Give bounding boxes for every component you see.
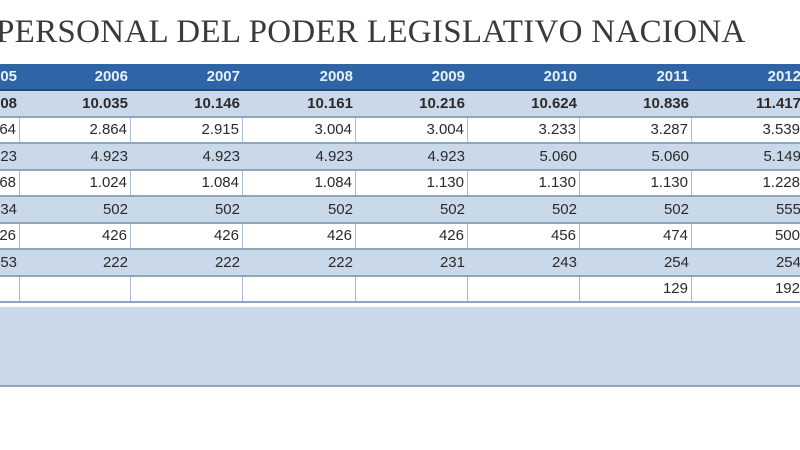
data-table: 05 2006 2007 2008 2009 2010 2011 2012 08 10.035 10…: [0, 64, 800, 303]
cell: 3.004: [356, 117, 468, 142]
cell: 2007: [206, 68, 240, 85]
cell: 426: [356, 223, 468, 248]
cell: 474: [580, 223, 692, 248]
cell: 2009: [431, 68, 465, 85]
table-row: 129 192: [0, 276, 800, 303]
cell: 500: [692, 224, 800, 249]
cell: 222: [327, 253, 353, 271]
cell: 10.161: [307, 94, 353, 112]
cell: 3.233: [468, 117, 580, 142]
cell: 502: [327, 200, 353, 218]
cell: 2011: [656, 68, 689, 85]
cell: 5.060: [539, 147, 577, 165]
cell-partial: 53: [0, 253, 17, 271]
cell: 555: [775, 200, 800, 218]
cell-partial: [0, 276, 20, 301]
cell: 426: [20, 223, 131, 248]
cell: 4.923: [202, 147, 240, 165]
cell: 502: [551, 200, 577, 218]
cell: [20, 276, 131, 301]
cell: 5.060: [651, 147, 689, 165]
cell: 1.130: [580, 170, 692, 195]
cell: [243, 276, 356, 301]
cell: 222: [214, 253, 240, 271]
cell: [356, 276, 468, 301]
table-row: 53 222 222 222 231 243 254 254: [0, 250, 800, 277]
cell: 426: [131, 223, 243, 248]
cell: 2012: [767, 68, 800, 85]
cell: 192: [692, 277, 800, 302]
cell: 3.287: [580, 117, 692, 142]
cell: 502: [439, 200, 465, 218]
cell: 10.836: [643, 94, 689, 112]
cell: 4.923: [90, 147, 128, 165]
cell-partial: 68: [0, 170, 20, 195]
table-row: 23 4.923 4.923 4.923 4.923 5.060 5.060 5.149: [0, 144, 800, 171]
cell: 2.915: [131, 117, 243, 142]
cell: 10.146: [194, 94, 240, 112]
cell: 4.923: [315, 147, 353, 165]
cell: 502: [214, 200, 240, 218]
cell: 5.149: [763, 147, 800, 165]
cell: 11.417: [755, 94, 800, 112]
cell: [131, 276, 243, 301]
cell: 243: [551, 253, 577, 271]
cell: 1.130: [356, 170, 468, 195]
table-row: 26 426 426 426 426 456 474 500: [0, 223, 800, 250]
cell: 1.084: [243, 170, 356, 195]
cell: 254: [663, 253, 689, 271]
table-row: 68 1.024 1.084 1.084 1.130 1.130 1.130 1.228: [0, 170, 800, 197]
total-row: 08 10.035 10.146 10.161 10.216 10.624 10.836 11…: [0, 91, 800, 118]
cell: 2006: [94, 68, 128, 85]
cell: 1.084: [131, 170, 243, 195]
cell: 231: [439, 253, 465, 271]
cell: 254: [775, 253, 800, 271]
cell-partial: 05: [0, 68, 17, 85]
cell: 2010: [543, 68, 577, 85]
cell: 456: [468, 223, 580, 248]
cell: 10.216: [419, 94, 465, 112]
table-row: 34 502 502 502 502 502 502 555: [0, 197, 800, 224]
cell: 1.130: [468, 170, 580, 195]
cell-partial: 23: [0, 147, 17, 165]
table-header-row: 05 2006 2007 2008 2009 2010 2011 2012: [0, 64, 800, 91]
cell-partial: 34: [0, 200, 17, 218]
page-title: PERSONAL DEL PODER LEGISLATIVO NACIONA: [0, 14, 746, 50]
cell-partial: 64: [0, 117, 20, 142]
cell: 1.024: [20, 170, 131, 195]
cell: 10.624: [531, 94, 577, 112]
cell-partial: 26: [0, 223, 20, 248]
cell-partial: 08: [0, 94, 17, 112]
cell: 4.923: [427, 147, 465, 165]
cell: 3.539: [692, 118, 800, 143]
cell: 2.864: [20, 117, 131, 142]
cell: 10.035: [82, 94, 128, 112]
table-row: 64 2.864 2.915 3.004 3.004 3.233 3.287 3.539: [0, 117, 800, 144]
cell: 426: [243, 223, 356, 248]
table-footer: [0, 307, 800, 387]
cell: 502: [102, 200, 128, 218]
cell: 222: [102, 253, 128, 271]
cell: 1.228: [692, 171, 800, 196]
cell: 129: [580, 276, 692, 301]
cell: 502: [663, 200, 689, 218]
cell: 3.004: [243, 117, 356, 142]
cell: 2008: [319, 68, 353, 85]
cell: [468, 276, 580, 301]
